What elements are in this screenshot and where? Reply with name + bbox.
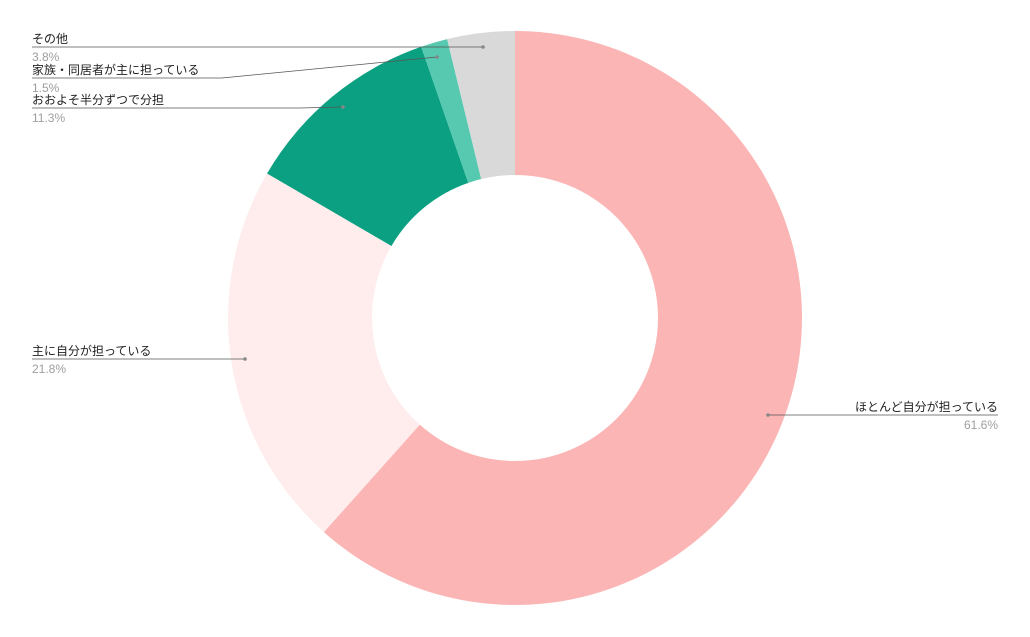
- leader-dot-3: [435, 55, 439, 59]
- leader-dot-0: [766, 413, 770, 417]
- leader-dot-2: [341, 105, 345, 109]
- slice-value-2: 11.3%: [32, 111, 65, 125]
- slice-0[interactable]: [323, 31, 802, 605]
- leader-line-3: [32, 56, 438, 79]
- leader-line-2: [32, 106, 344, 109]
- leader-dot-1: [243, 357, 247, 361]
- slice-label-1: 主に自分が担っている: [32, 343, 151, 358]
- slice-label-3: 家族・同居者が主に担っている: [32, 62, 199, 77]
- slice-label-0: ほとんど自分が担っている: [855, 399, 998, 414]
- slice-label-2: おおよそ半分ずつで分担: [32, 93, 164, 107]
- slice-label-4: その他: [32, 32, 68, 46]
- slice-1[interactable]: [227, 173, 420, 533]
- slice-3[interactable]: [421, 39, 482, 183]
- slice-value-1: 21.8%: [32, 362, 66, 376]
- slice-value-4: 3.8%: [32, 50, 60, 64]
- slice-value-0: 61.6%: [964, 418, 998, 432]
- leader-dot-4: [481, 45, 485, 49]
- slice-4[interactable]: [447, 31, 515, 180]
- slice-value-3: 1.5%: [32, 81, 60, 95]
- slice-2[interactable]: [267, 46, 469, 246]
